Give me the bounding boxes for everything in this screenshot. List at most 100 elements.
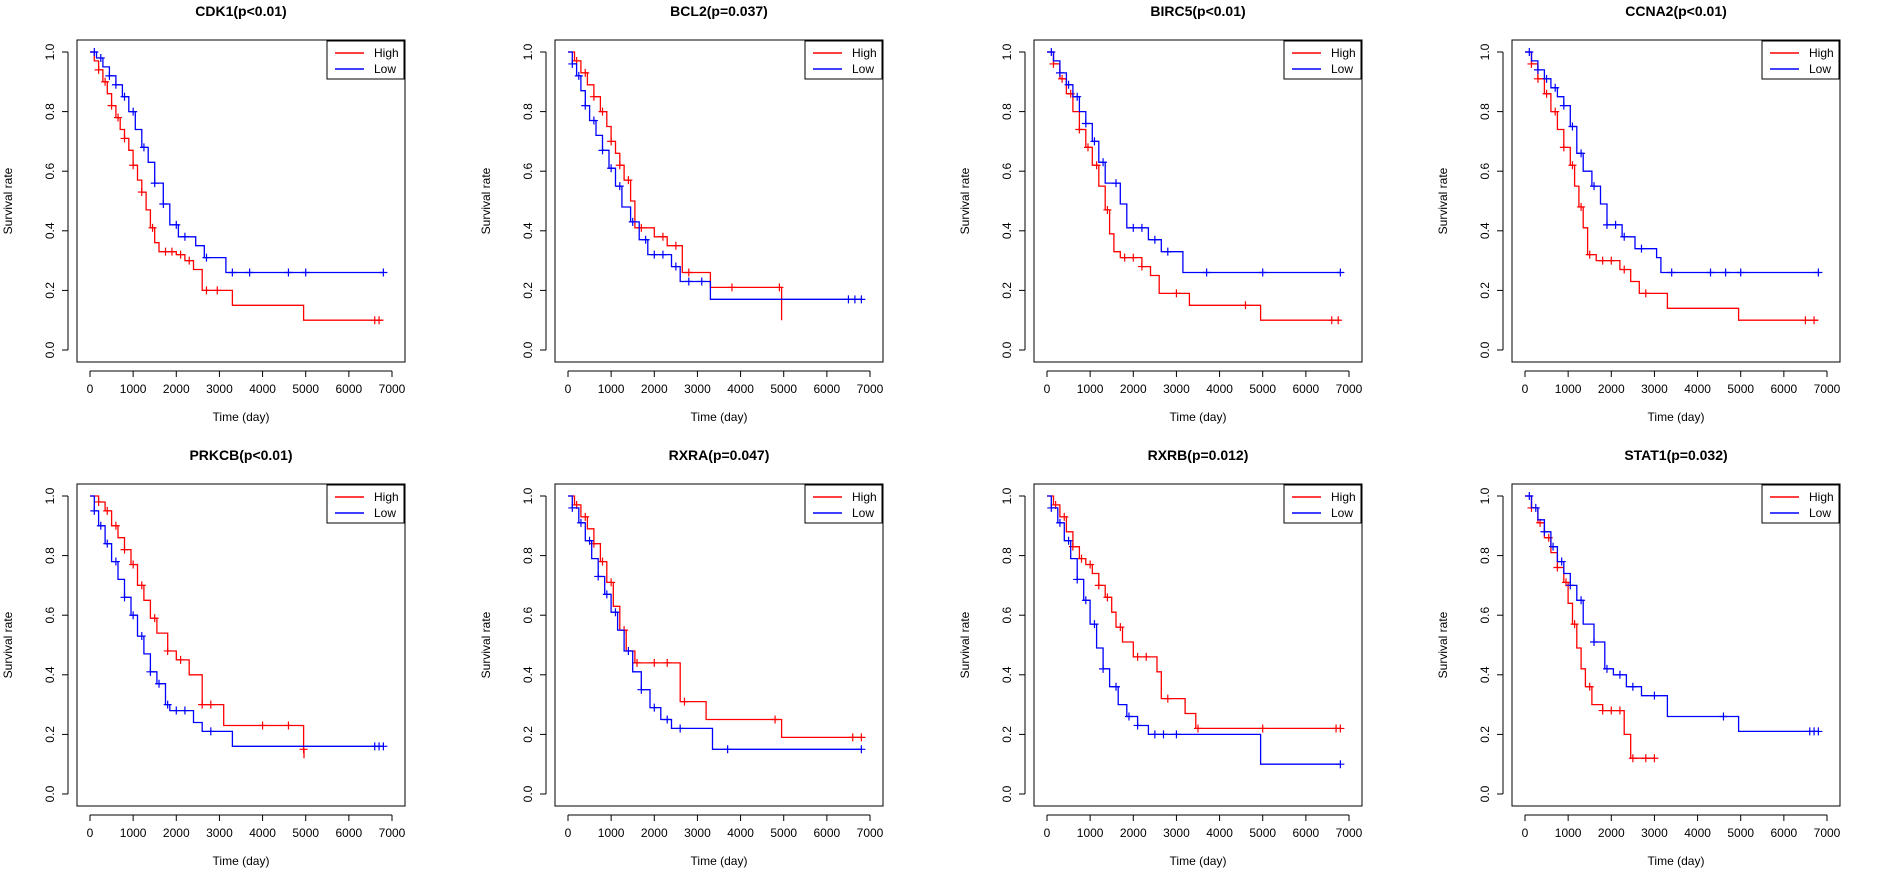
censor-mark-high (1194, 724, 1202, 733)
censor-mark-low (379, 742, 388, 751)
km-curve-low (568, 495, 862, 750)
censor-mark-high (1585, 682, 1594, 691)
censor-mark-high (167, 247, 176, 256)
legend-label-low: Low (852, 506, 874, 520)
legend-box (1283, 40, 1362, 80)
legend-label-high: High (1809, 490, 1834, 504)
x-tick-label: 7000 (1336, 382, 1363, 396)
km-panel: BIRC5(p<0.01) 0 1000 2000 3000 4000 5000 6000 70… (958, 3, 1363, 424)
y-tick-label: 1.0 (43, 43, 57, 60)
x-tick-label: 1000 (1077, 382, 1104, 396)
censor-mark-low (96, 521, 105, 530)
censor-mark-low (857, 745, 866, 754)
y-tick-label: 0.8 (1478, 103, 1492, 120)
censor-mark-high (848, 733, 857, 742)
censor-mark-low (650, 703, 659, 712)
censor-mark-high (150, 614, 159, 623)
x-axis-label: Time (day) (1170, 410, 1227, 424)
censor-mark-low (723, 745, 732, 754)
censor-mark-high (1577, 202, 1586, 211)
censor-mark-low (602, 590, 611, 599)
x-tick-label: 6000 (1293, 382, 1320, 396)
x-tick-label: 5000 (1249, 826, 1276, 840)
censor-mark-low (1650, 691, 1659, 700)
censor-mark-low (1064, 536, 1073, 545)
x-tick-label: 0 (1522, 826, 1529, 840)
km-panel: PRKCB(p<0.01) 0 1000 2000 3000 4000 5000 6000 70… (1, 447, 406, 868)
legend-label-low: Low (1809, 506, 1831, 520)
x-tick-label: 1000 (598, 826, 625, 840)
censor-mark-low (1055, 518, 1064, 527)
censor-mark-high (624, 176, 633, 185)
censor-mark-high (202, 286, 211, 295)
x-tick-label: 0 (1522, 382, 1529, 396)
censor-mark-low (206, 727, 215, 736)
censor-mark-high (680, 697, 689, 706)
legend-box (326, 40, 405, 80)
plot-frame (76, 39, 406, 363)
censor-mark-low (1055, 68, 1064, 77)
chart-title: RXRA(p=0.047) (669, 447, 770, 463)
censor-mark-low (676, 724, 685, 733)
x-tick-label: 3000 (684, 826, 711, 840)
censor-mark-low (650, 250, 659, 259)
x-tick-label: 5000 (770, 826, 797, 840)
censor-mark-low (1112, 682, 1121, 691)
censor-mark-high (1142, 652, 1151, 661)
censor-mark-low (103, 539, 112, 548)
censor-mark-high (1060, 512, 1069, 521)
censor-mark-high (1650, 754, 1659, 763)
y-tick-label: 0.0 (43, 341, 57, 358)
x-tick-label: 2000 (641, 382, 668, 396)
censor-mark-low (1090, 620, 1099, 629)
x-tick-label: 7000 (379, 382, 406, 396)
y-tick-label: 0.6 (43, 607, 57, 624)
censor-mark-low (146, 667, 155, 676)
x-tick-label: 6000 (1771, 826, 1798, 840)
censor-mark-low (598, 146, 607, 155)
censor-mark-low (1081, 596, 1090, 605)
censor-mark-low (697, 277, 706, 286)
censor-mark-low (1721, 268, 1730, 277)
chart-title: CCNA2(p<0.01) (1625, 3, 1727, 19)
y-tick-label: 0.6 (521, 163, 535, 180)
plot-frame (76, 483, 406, 807)
x-tick-label: 7000 (1814, 826, 1841, 840)
censor-mark-low (1525, 48, 1534, 56)
legend-label-low: Low (374, 62, 396, 76)
legend-label-low: Low (852, 62, 874, 76)
y-tick-label: 1.0 (1478, 487, 1492, 504)
km-panel: STAT1(p=0.032) 0 1000 2000 3000 4000 5000 6000 7… (1436, 447, 1841, 868)
censor-mark-low (1566, 581, 1575, 590)
censor-mark-low (90, 48, 99, 56)
x-tick-label: 1000 (1555, 826, 1582, 840)
censor-mark-low (611, 608, 620, 617)
censor-mark-high (94, 497, 103, 506)
censor-mark-low (301, 268, 310, 277)
censor-mark-high (107, 101, 116, 110)
y-tick-label: 0.8 (1000, 103, 1014, 120)
km-curve-high (568, 51, 783, 321)
censor-mark-high (1641, 289, 1650, 298)
censor-mark-low (1620, 232, 1629, 241)
censor-mark-low (1590, 638, 1599, 647)
censor-mark-high (1075, 125, 1084, 134)
x-tick-label: 0 (1044, 826, 1051, 840)
censor-mark-low (1736, 268, 1745, 277)
censor-mark-high (1607, 256, 1616, 265)
censor-mark-low (1533, 65, 1542, 74)
censor-mark-low (172, 220, 181, 229)
legend-box (326, 484, 405, 524)
x-tick-label: 7000 (1336, 826, 1363, 840)
censor-mark-low (1137, 223, 1146, 232)
chart-title: BCL2(p=0.037) (670, 3, 768, 19)
y-tick-label: 0.4 (521, 666, 535, 683)
x-tick-label: 6000 (336, 382, 363, 396)
censor-mark-high (650, 658, 659, 667)
y-tick-label: 0.6 (43, 163, 57, 180)
x-tick-label: 3000 (1641, 826, 1668, 840)
censor-mark-high (1120, 253, 1129, 262)
censor-mark-high (1533, 74, 1542, 83)
km-curve-low (1047, 51, 1341, 274)
censor-mark-low (1590, 182, 1599, 191)
